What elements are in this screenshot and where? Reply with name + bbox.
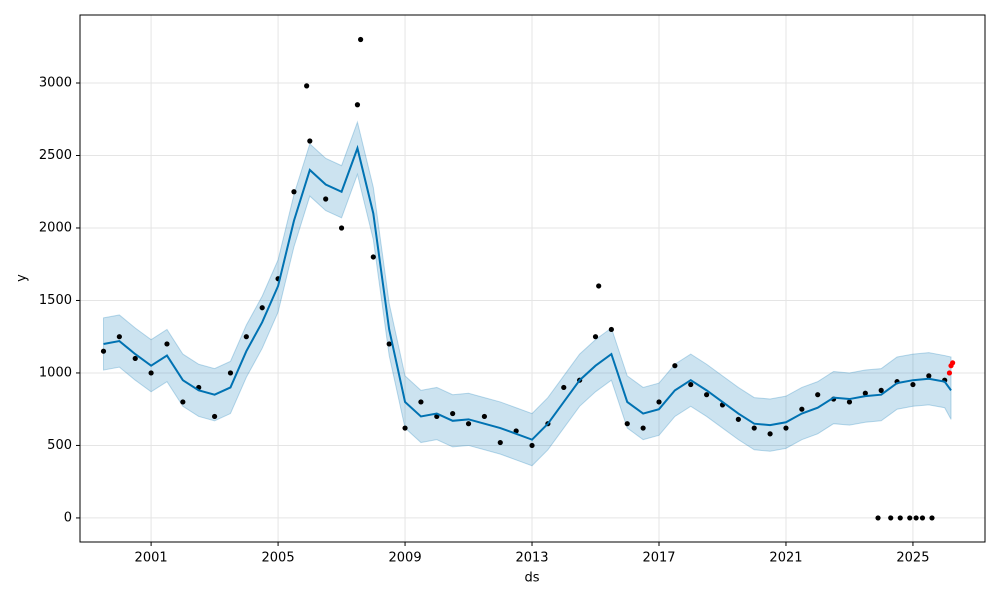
observation-point: [450, 410, 456, 417]
observation-point: [497, 439, 503, 446]
observation-point: [386, 341, 392, 347]
x-tick-label: 2009: [389, 551, 422, 566]
observation-point: [338, 225, 345, 231]
observation-point: [624, 421, 630, 427]
observation-point: [910, 381, 916, 388]
observation-point: [799, 406, 805, 412]
observation-point: [481, 413, 488, 420]
y-axis-label: y: [15, 274, 30, 282]
observation-point: [888, 515, 894, 521]
observation-point: [875, 515, 881, 521]
x-tick-label: 2017: [642, 551, 675, 566]
observation-point: [688, 381, 694, 388]
observation-point: [465, 421, 472, 427]
observation-point: [592, 334, 599, 340]
observation-point: [358, 36, 364, 43]
observation-point: [164, 341, 170, 347]
y-tick-label: 0: [64, 510, 72, 525]
observation-point: [561, 384, 567, 391]
observation-point: [211, 413, 218, 420]
x-tick-label: 2001: [135, 551, 168, 566]
observation-point: [370, 254, 376, 260]
observation-point: [656, 399, 662, 405]
observation-point: [307, 138, 313, 144]
observation-point: [291, 189, 297, 195]
observation-point: [897, 515, 903, 521]
observation-point: [907, 515, 913, 521]
plot-frame: [79, 14, 986, 543]
uncertainty-band: [102, 120, 952, 467]
y-tick-label: 1000: [39, 365, 72, 380]
observation-point: [513, 428, 519, 434]
observation-point: [259, 305, 265, 311]
x-axis-label: ds: [524, 571, 539, 586]
observation-point: [846, 399, 853, 405]
observation-point: [751, 425, 757, 431]
observation-point: [672, 363, 678, 369]
y-tick-label: 500: [47, 438, 72, 453]
observation-point: [878, 387, 884, 393]
observation-point: [116, 334, 122, 340]
observation-point: [815, 392, 821, 398]
y-tick-label: 2000: [39, 220, 72, 235]
observation-point: [402, 425, 408, 431]
observation-point: [354, 102, 361, 108]
observation-point: [929, 515, 935, 521]
observation-point: [596, 283, 602, 289]
y-tick-label: 3000: [39, 75, 72, 90]
observation-point: [304, 83, 310, 89]
observation-point: [919, 515, 926, 521]
observation-point: [180, 399, 186, 405]
y-tick-label: 1500: [39, 293, 72, 308]
observation-point: [862, 390, 868, 396]
observation-point: [132, 355, 138, 362]
observation-point: [323, 196, 329, 202]
observation-point: [227, 370, 234, 376]
future-point: [950, 360, 956, 366]
observation-point: [608, 326, 614, 333]
x-tick-label: 2005: [262, 551, 295, 566]
observation-point: [243, 334, 249, 340]
x-tick-label: 2025: [896, 551, 929, 566]
observation-point: [926, 373, 932, 379]
x-tick-label: 2021: [769, 551, 802, 566]
x-tick-label: 2013: [515, 551, 548, 566]
observation-point: [913, 515, 919, 521]
observation-point: [783, 425, 789, 431]
observation-point: [529, 442, 535, 449]
y-tick-label: 2500: [39, 148, 72, 163]
observation-point: [148, 370, 154, 376]
future-point: [946, 370, 953, 376]
observation-point: [418, 399, 424, 405]
observation-point: [735, 416, 741, 422]
forecast-line: [103, 144, 952, 441]
observation-point: [100, 348, 107, 354]
observation-point: [704, 392, 710, 398]
observation-point: [640, 425, 646, 431]
observation-point: [767, 431, 773, 437]
